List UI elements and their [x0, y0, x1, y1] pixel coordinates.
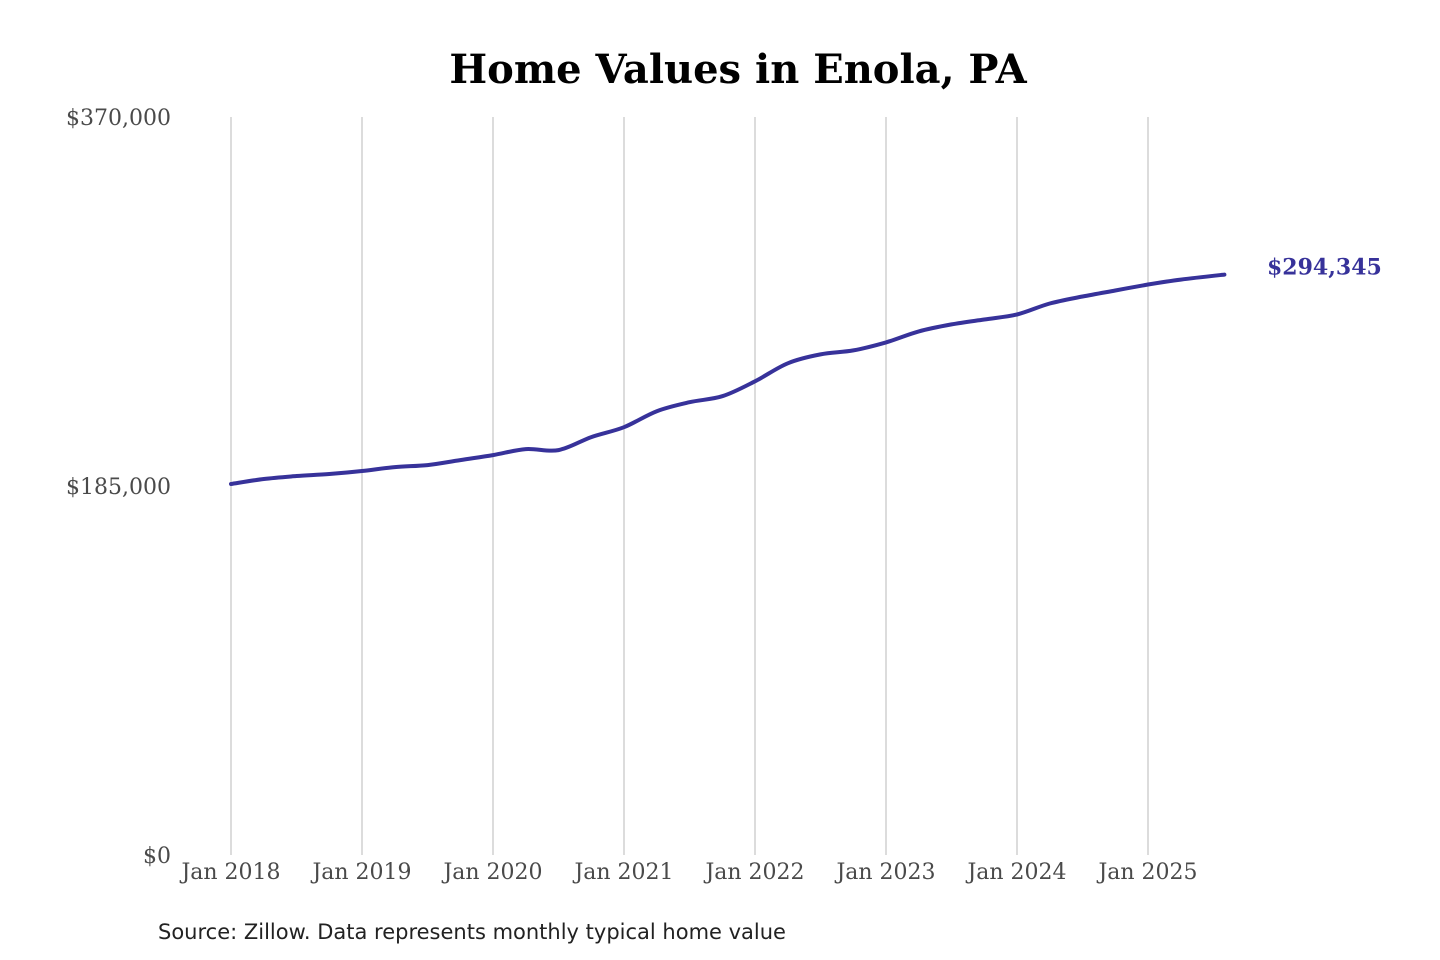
x-axis-tick-labels: Jan 2018 Jan 2019 Jan 2020 Jan 2021 Jan 2022…: [179, 860, 1197, 885]
x-tick-label-2: Jan 2020: [441, 860, 542, 885]
x-tick-label-7: Jan 2025: [1096, 860, 1197, 885]
x-tick-label-6: Jan 2024: [965, 860, 1066, 885]
x-tick-label-5: Jan 2023: [834, 860, 935, 885]
x-tick-label-3: Jan 2021: [572, 860, 673, 885]
source-note: Source: Zillow. Data represents monthly …: [158, 920, 786, 944]
x-tick-label-4: Jan 2022: [703, 860, 804, 885]
y-axis-tick-labels: $0 $185,000 $370,000: [66, 106, 171, 869]
x-tick-label-0: Jan 2018: [179, 860, 280, 885]
y-tick-label-1: $185,000: [66, 475, 171, 500]
end-value-label: $294,345: [1267, 255, 1382, 281]
y-tick-label-0: $0: [143, 844, 171, 869]
series-line-home-value: [229, 272, 1227, 486]
vertical-gridlines: [230, 117, 1149, 855]
y-tick-label-2: $370,000: [66, 106, 171, 131]
x-tick-label-1: Jan 2019: [310, 860, 411, 885]
chart-title: Home Values in Enola, PA: [449, 46, 1027, 93]
